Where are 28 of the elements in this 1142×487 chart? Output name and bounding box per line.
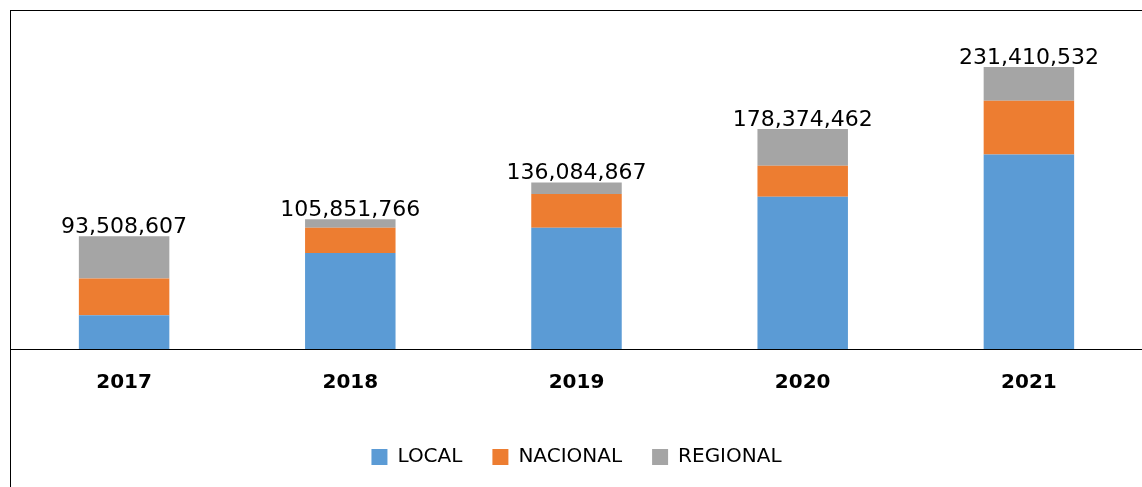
bar <box>531 182 622 194</box>
annotation: 136,084,867 <box>506 159 647 185</box>
bar <box>78 236 170 279</box>
bar <box>531 227 622 349</box>
x-tick-label: 2017 <box>96 369 152 394</box>
bar <box>983 100 1075 155</box>
bar <box>983 154 1075 349</box>
x-tick-label: 2018 <box>322 369 379 394</box>
legend-label: REGIONAL <box>678 443 783 468</box>
bar <box>78 278 170 316</box>
legend-label: NACIONAL <box>518 443 623 468</box>
bar <box>757 129 848 166</box>
annotation: 231,410,532 <box>958 43 1099 69</box>
bar <box>531 193 622 228</box>
x-tick-label: 2020 <box>774 369 831 394</box>
x-tick-label: 2019 <box>548 369 605 394</box>
bar <box>78 315 170 349</box>
bar <box>757 196 848 349</box>
annotation: 178,374,462 <box>732 105 873 131</box>
annotation: 93,508,607 <box>61 212 188 238</box>
bar <box>305 253 396 349</box>
bar <box>305 227 396 254</box>
legend-label: LOCAL <box>397 443 464 468</box>
bar <box>305 219 396 228</box>
bar <box>757 165 848 197</box>
bar <box>983 67 1075 101</box>
x-tick-label: 2021 <box>1001 369 1057 394</box>
annotation: 105,851,766 <box>280 196 421 221</box>
